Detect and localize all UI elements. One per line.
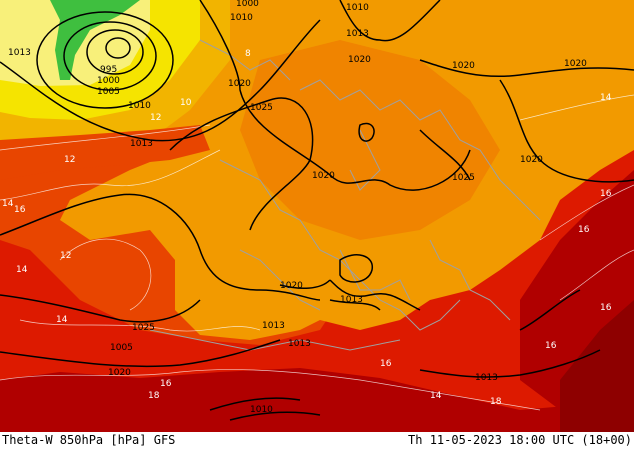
field-red-tongue — [0, 125, 210, 180]
field-dark-red-southeast — [560, 300, 634, 432]
isobar-label: 1005 — [110, 343, 133, 353]
theta-label: 8 — [245, 49, 251, 59]
low-center-ring-4 — [36, 11, 174, 109]
theta-label: 14 — [600, 93, 612, 103]
theta-label: 14 — [56, 315, 68, 325]
isobar-label: 1020 — [228, 79, 251, 89]
isobar-label: 1020 — [348, 55, 371, 65]
isobar-label: 1013 — [8, 48, 31, 58]
field-cold-green — [50, 0, 140, 80]
isobar-label: 1010 — [346, 3, 369, 13]
isobar-1020-far-east — [499, 79, 634, 183]
isobar-label: 1020 — [280, 281, 303, 291]
isobar-label: 995 — [100, 65, 117, 75]
isobar-1020-north — [199, 0, 471, 191]
weather-map: 995 1000 1005 1010 1013 1010 1000 1010 1… — [0, 0, 634, 432]
isobar-label: 1013 — [288, 339, 311, 349]
isobar-1013-north — [339, 0, 441, 42]
isobar-label: 1010 — [128, 101, 151, 111]
isobar-label: 1000 — [236, 0, 259, 9]
isobar-label: 1010 — [230, 13, 253, 23]
isobar-label: 1020 — [108, 368, 131, 378]
theta-label: 16 — [600, 189, 612, 199]
isobar-label: 1013 — [346, 29, 369, 39]
theta-label: 16 — [14, 205, 26, 215]
isobar-label: 1013 — [262, 321, 285, 331]
theta-label: 14 — [430, 391, 442, 401]
theta-label: 16 — [160, 379, 172, 389]
low-center-ring-1 — [105, 37, 131, 59]
isobar-label: 1025 — [132, 323, 155, 333]
isobars — [0, 0, 634, 421]
isobar-1013-southeast — [419, 349, 601, 378]
isobar-1020-southwest — [0, 193, 321, 301]
theta-label: 10 — [180, 98, 192, 108]
isobar-1020-east — [419, 59, 634, 78]
isobar-1020-south — [0, 339, 281, 368]
isobar-label: 1010 — [250, 405, 273, 415]
low-center-ring-3 — [63, 21, 157, 91]
field-deep-red-south — [0, 368, 634, 432]
valid-time: Th 11-05-2023 18:00 UTC (18+00) — [408, 433, 632, 447]
isobar-1010-southeast — [519, 289, 581, 331]
isobar-1013-south — [329, 279, 421, 311]
isobar-label: 1013 — [340, 295, 363, 305]
isobar-label: 1020 — [520, 155, 543, 165]
theta-label: 16 — [380, 359, 392, 369]
theta-contours — [0, 94, 634, 411]
isobar-small-closed-2 — [358, 122, 375, 142]
isobar-label: 1020 — [452, 61, 475, 71]
theta-labels: 12 12 14 14 16 16 16 18 18 16 14 14 14 1… — [2, 49, 612, 407]
isobar-label: 1013 — [130, 139, 153, 149]
isobar-1020-tunisia — [279, 279, 331, 290]
isobar-label: 1005 — [97, 87, 120, 97]
theta-label: 16 — [600, 303, 612, 313]
low-center-ring-2 — [86, 29, 144, 75]
isobar-1025-east — [419, 129, 471, 181]
isobar-label: 1020 — [312, 171, 335, 181]
theta-label: 14 — [2, 199, 14, 209]
theta-label: 18 — [148, 391, 160, 401]
isobar-labels: 995 1000 1005 1010 1013 1010 1000 1010 1… — [8, 0, 587, 415]
theta-w-map-canvas: 995 1000 1005 1010 1013 1010 1000 1010 1… — [0, 0, 634, 432]
theta-label: 12 — [64, 155, 75, 165]
theta-label: 14 — [16, 265, 28, 275]
coastlines — [149, 39, 541, 351]
isobar-small-closed-1 — [339, 254, 373, 283]
theta-label: 18 — [490, 397, 502, 407]
isobar-1025-sw — [0, 294, 201, 323]
isobar-label: 1013 — [475, 373, 498, 383]
isobar-1013-west — [0, 19, 321, 142]
isobar-label: 1000 — [97, 76, 120, 86]
theta-label: 16 — [545, 341, 557, 351]
theta-label: 12 — [60, 251, 71, 261]
map-title: Theta-W 850hPa [hPa] GFS — [2, 433, 176, 447]
isobar-label: 1020 — [564, 59, 587, 69]
map-footer: Theta-W 850hPa [hPa] GFS Th 11-05-2023 1… — [0, 432, 634, 450]
isobar-1025-central — [169, 97, 314, 231]
isobar-label: 1025 — [452, 173, 475, 183]
isobar-1013-italy — [329, 299, 381, 311]
theta-label: 12 — [150, 113, 161, 123]
isobar-label: 1025 — [250, 103, 273, 113]
theta-label: 16 — [578, 225, 590, 235]
isobar-1005-south — [229, 411, 321, 421]
isobar-1010-south — [209, 397, 301, 411]
